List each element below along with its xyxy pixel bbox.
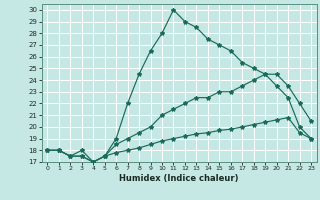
X-axis label: Humidex (Indice chaleur): Humidex (Indice chaleur): [119, 174, 239, 183]
